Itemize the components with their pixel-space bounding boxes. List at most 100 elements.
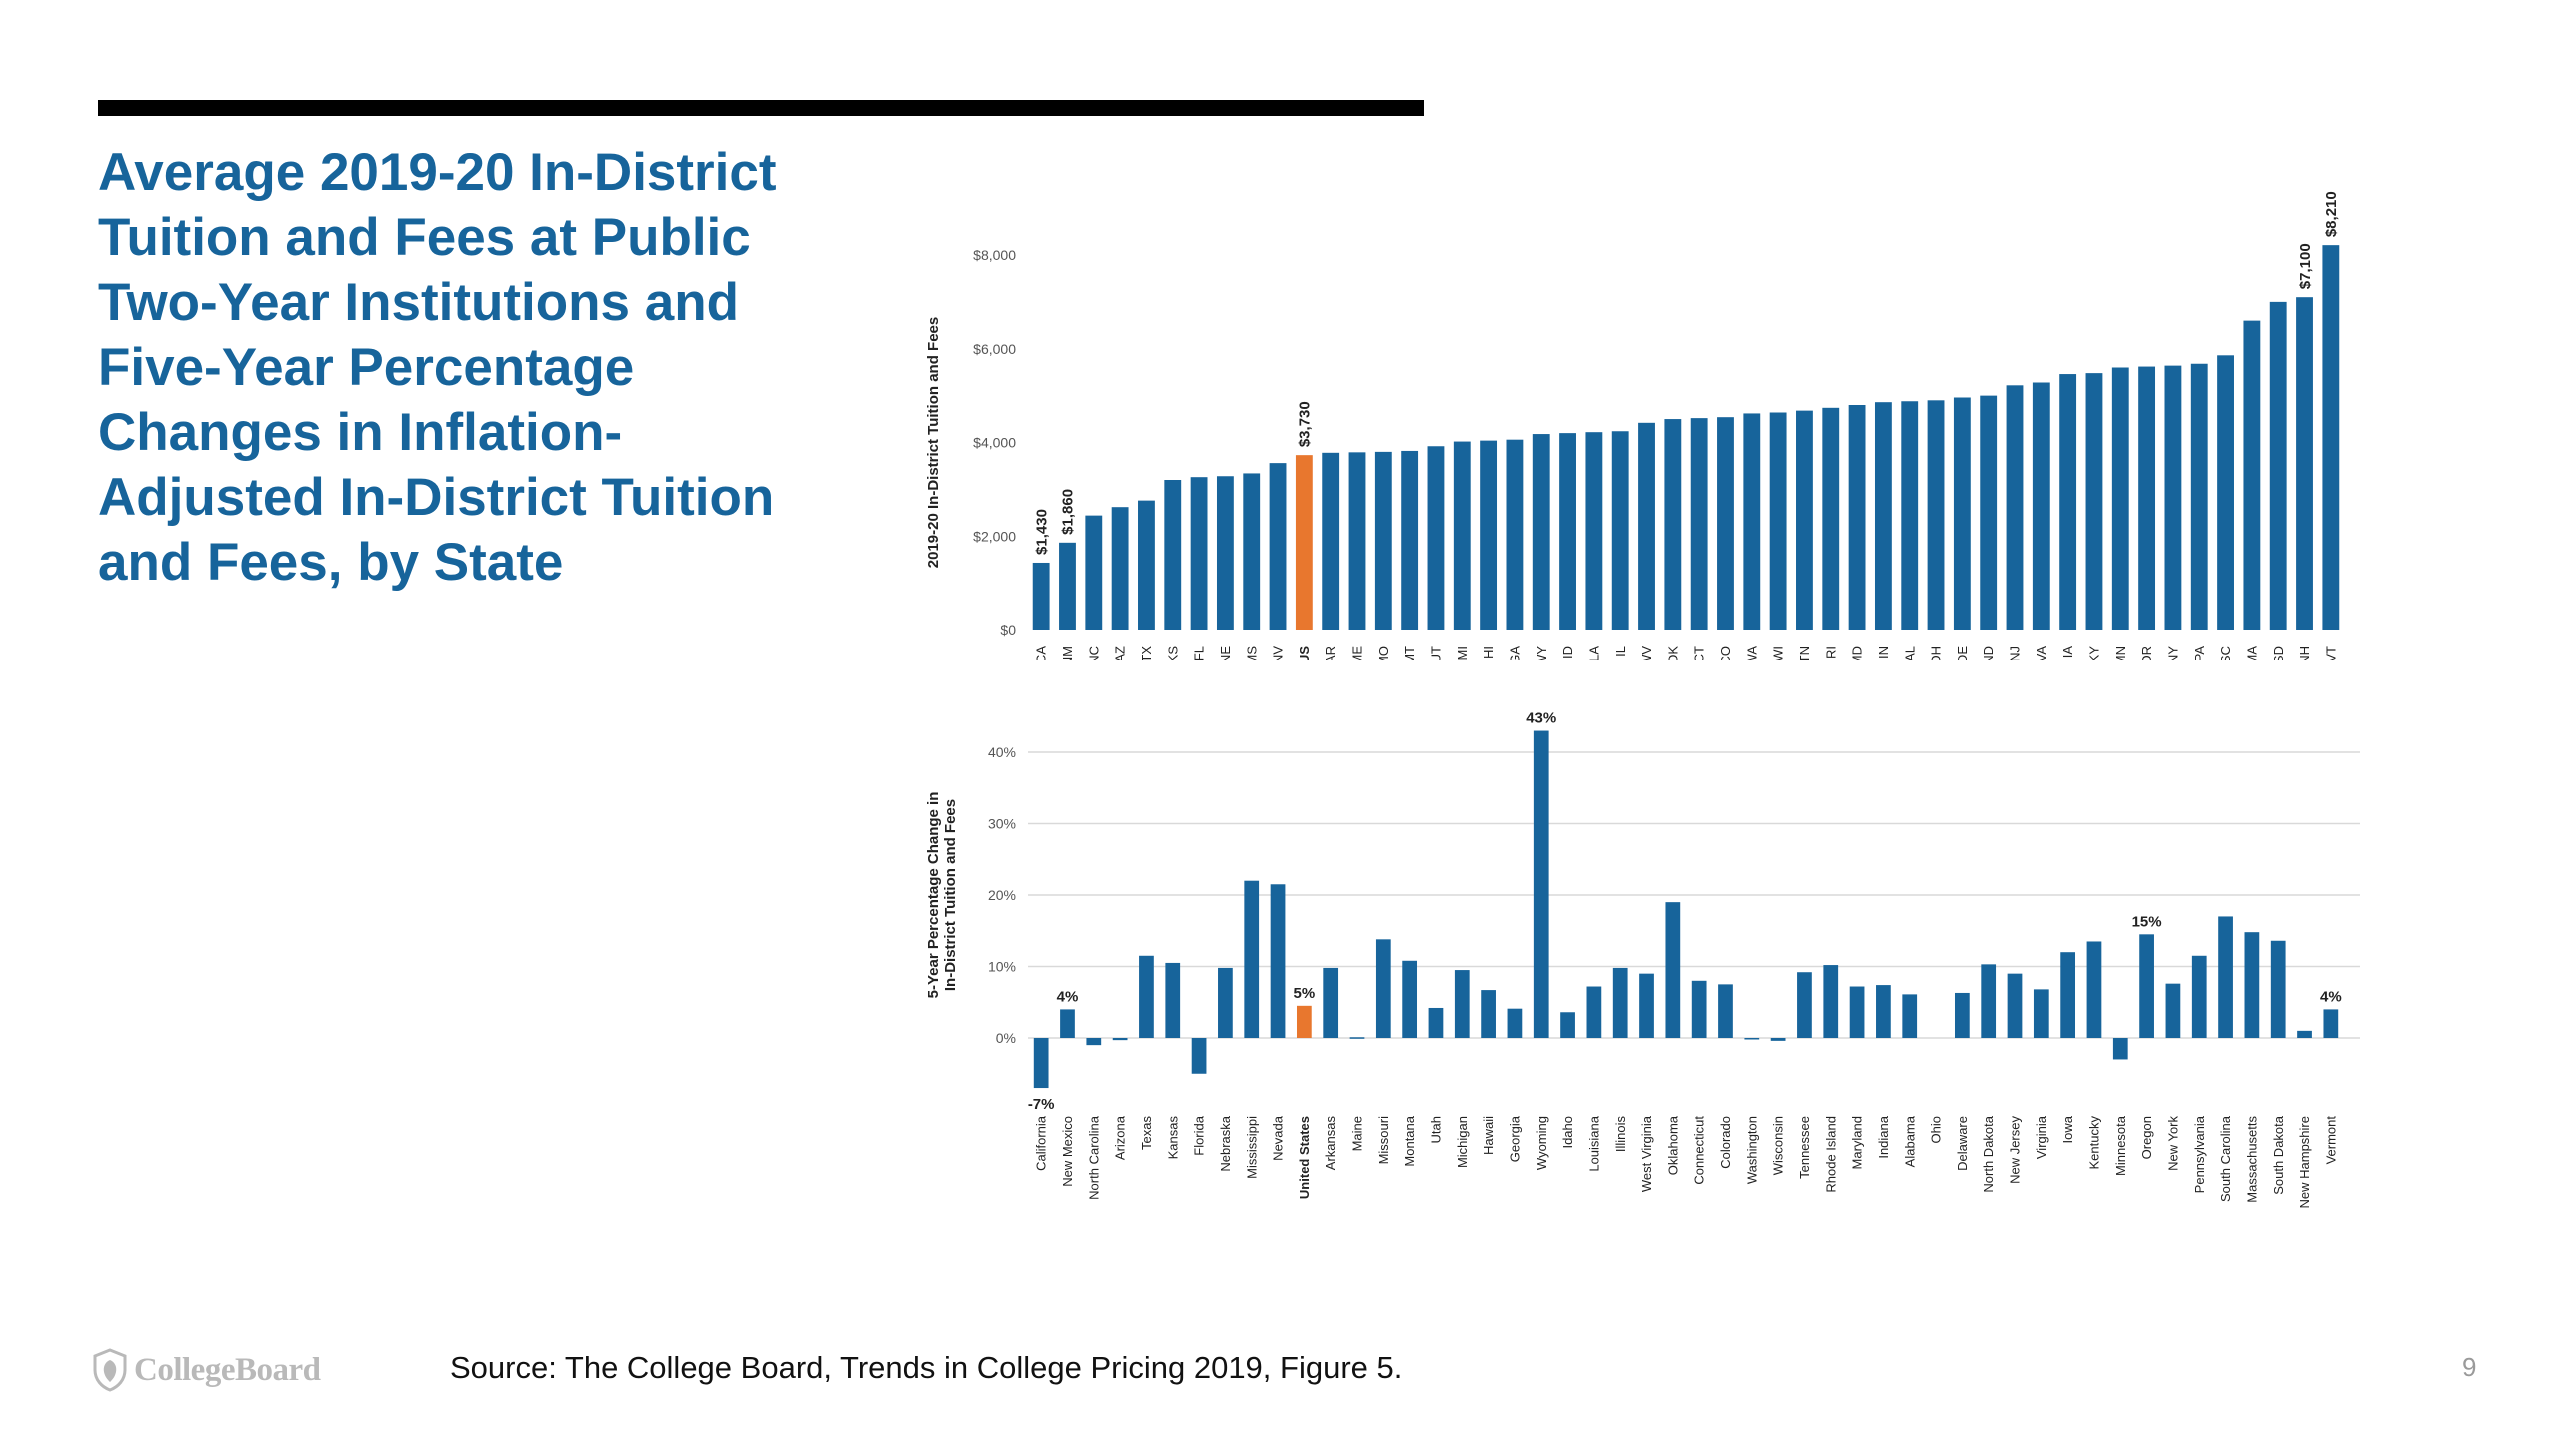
category-label: KS [1165, 646, 1180, 660]
bar-delaware [1954, 992, 1970, 1038]
bar-rhode-island [1823, 965, 1839, 1038]
bar-connecticut [1691, 980, 1707, 1038]
bar-iowa [2060, 952, 2076, 1038]
bar-vermont [2323, 1009, 2339, 1038]
bar-colorado [1718, 984, 1733, 1038]
bar-sc [2217, 355, 2234, 630]
category-label: PA [2192, 646, 2207, 660]
category-label: Oregon [2139, 1116, 2154, 1159]
bar-oregon [2139, 934, 2154, 1038]
category-label: Oklahoma [1665, 1115, 1680, 1175]
category-label: MA [2244, 646, 2259, 660]
category-label: Arkansas [1323, 1116, 1338, 1171]
category-label: Minnesota [2113, 1115, 2128, 1176]
bar-utah [1428, 1007, 1444, 1038]
category-label: VT [2323, 646, 2338, 660]
top-rule [98, 100, 1424, 116]
category-label: Louisiana [1586, 1115, 1601, 1171]
bar-tennessee [1797, 972, 1812, 1038]
category-label: New Jersey [2008, 1116, 2023, 1184]
bar-ia [2059, 374, 2077, 630]
bar-north-carolina [1086, 1038, 1102, 1046]
y-tick-label: $4,000 [973, 435, 1016, 451]
bar-florida [1191, 1038, 1207, 1074]
category-label: Iowa [2060, 1115, 2075, 1143]
category-label: MO [1376, 646, 1391, 660]
bar-hawaii [1481, 990, 1496, 1038]
bar-hi [1480, 440, 1498, 630]
category-label: TX [1139, 646, 1154, 660]
category-label: Rhode Island [1823, 1116, 1838, 1193]
category-label: CO [1718, 646, 1733, 660]
y-axis-label: 2019-20 In-District Tuition and Fees [925, 317, 942, 568]
bar-al [1901, 401, 1919, 630]
category-label: AZ [1113, 646, 1128, 660]
category-label: AL [1902, 646, 1917, 660]
bar-tn [1796, 410, 1813, 630]
category-label: NH [2297, 646, 2312, 660]
bar-nc [1085, 515, 1103, 630]
bar-pennsylvania [2191, 955, 2207, 1038]
bar-us [1295, 455, 1313, 630]
category-label: Alabama [1902, 1115, 1917, 1167]
category-label: North Carolina [1086, 1115, 1101, 1200]
bar-tx [1138, 500, 1155, 630]
category-label: Maryland [1850, 1116, 1865, 1169]
category-label: WA [1744, 646, 1759, 660]
category-label: CT [1692, 646, 1707, 660]
category-label: IA [2060, 646, 2075, 659]
category-label: Nebraska [1218, 1115, 1233, 1171]
bar-mo [1374, 451, 1392, 630]
bar-michigan [1454, 970, 1470, 1038]
bar-ok [1664, 419, 1682, 630]
y-tick-label: 30% [988, 816, 1016, 832]
bar-new-mexico [1060, 1009, 1075, 1038]
y-tick-label: $8,000 [973, 247, 1016, 263]
category-label: West Virginia [1639, 1115, 1654, 1192]
y-tick-label: $0 [1000, 622, 1016, 638]
category-label: Vermont [2323, 1116, 2338, 1165]
category-label: Florida [1192, 1115, 1207, 1156]
category-label: Montana [1402, 1115, 1417, 1166]
bar-texas [1139, 955, 1154, 1038]
category-label: Delaware [1955, 1116, 1970, 1171]
bar-nj [2006, 385, 2024, 630]
category-label: Indiana [1876, 1115, 1891, 1158]
category-label: MN [2113, 646, 2128, 660]
data-label: 5% [1294, 985, 1316, 1002]
category-label: Colorado [1718, 1116, 1733, 1169]
bar-az [1111, 507, 1129, 630]
category-label: Arizona [1113, 1115, 1128, 1160]
category-label: Connecticut [1692, 1116, 1707, 1185]
bar-vt [2322, 245, 2340, 630]
category-label: NJ [2008, 646, 2023, 660]
category-label: TN [1797, 646, 1812, 660]
bar-mn [2111, 367, 2129, 630]
category-label: New Hampshire [2297, 1116, 2312, 1208]
bar-massachusetts [2244, 932, 2260, 1038]
category-label: Idaho [1560, 1116, 1575, 1149]
bar-north-dakota [1981, 964, 1997, 1038]
bar-illinois [1612, 967, 1628, 1038]
bar-wa [1743, 413, 1761, 630]
bar-arizona [1112, 1038, 1128, 1041]
category-label: Washington [1744, 1116, 1759, 1184]
bar-il [1611, 431, 1629, 630]
category-label: Michigan [1455, 1116, 1470, 1168]
category-label: KY [2087, 646, 2102, 660]
category-label: Illinois [1613, 1116, 1628, 1153]
acorn-shield-icon [93, 1348, 127, 1392]
category-label: MS [1244, 646, 1259, 660]
bar-ut [1427, 446, 1445, 630]
bar-kansas [1165, 962, 1181, 1038]
bar-minnesota [2112, 1038, 2128, 1060]
category-label: DE [1955, 646, 1970, 660]
y-tick-label: $2,000 [973, 528, 1016, 544]
bar-wv [1638, 422, 1655, 630]
category-label: SD [2271, 646, 2286, 660]
bar-new-jersey [2007, 973, 2023, 1038]
category-label: MT [1402, 646, 1417, 660]
bar-maryland [1849, 986, 1865, 1038]
bar-ct [1690, 418, 1708, 630]
category-label: United States [1297, 1116, 1312, 1199]
